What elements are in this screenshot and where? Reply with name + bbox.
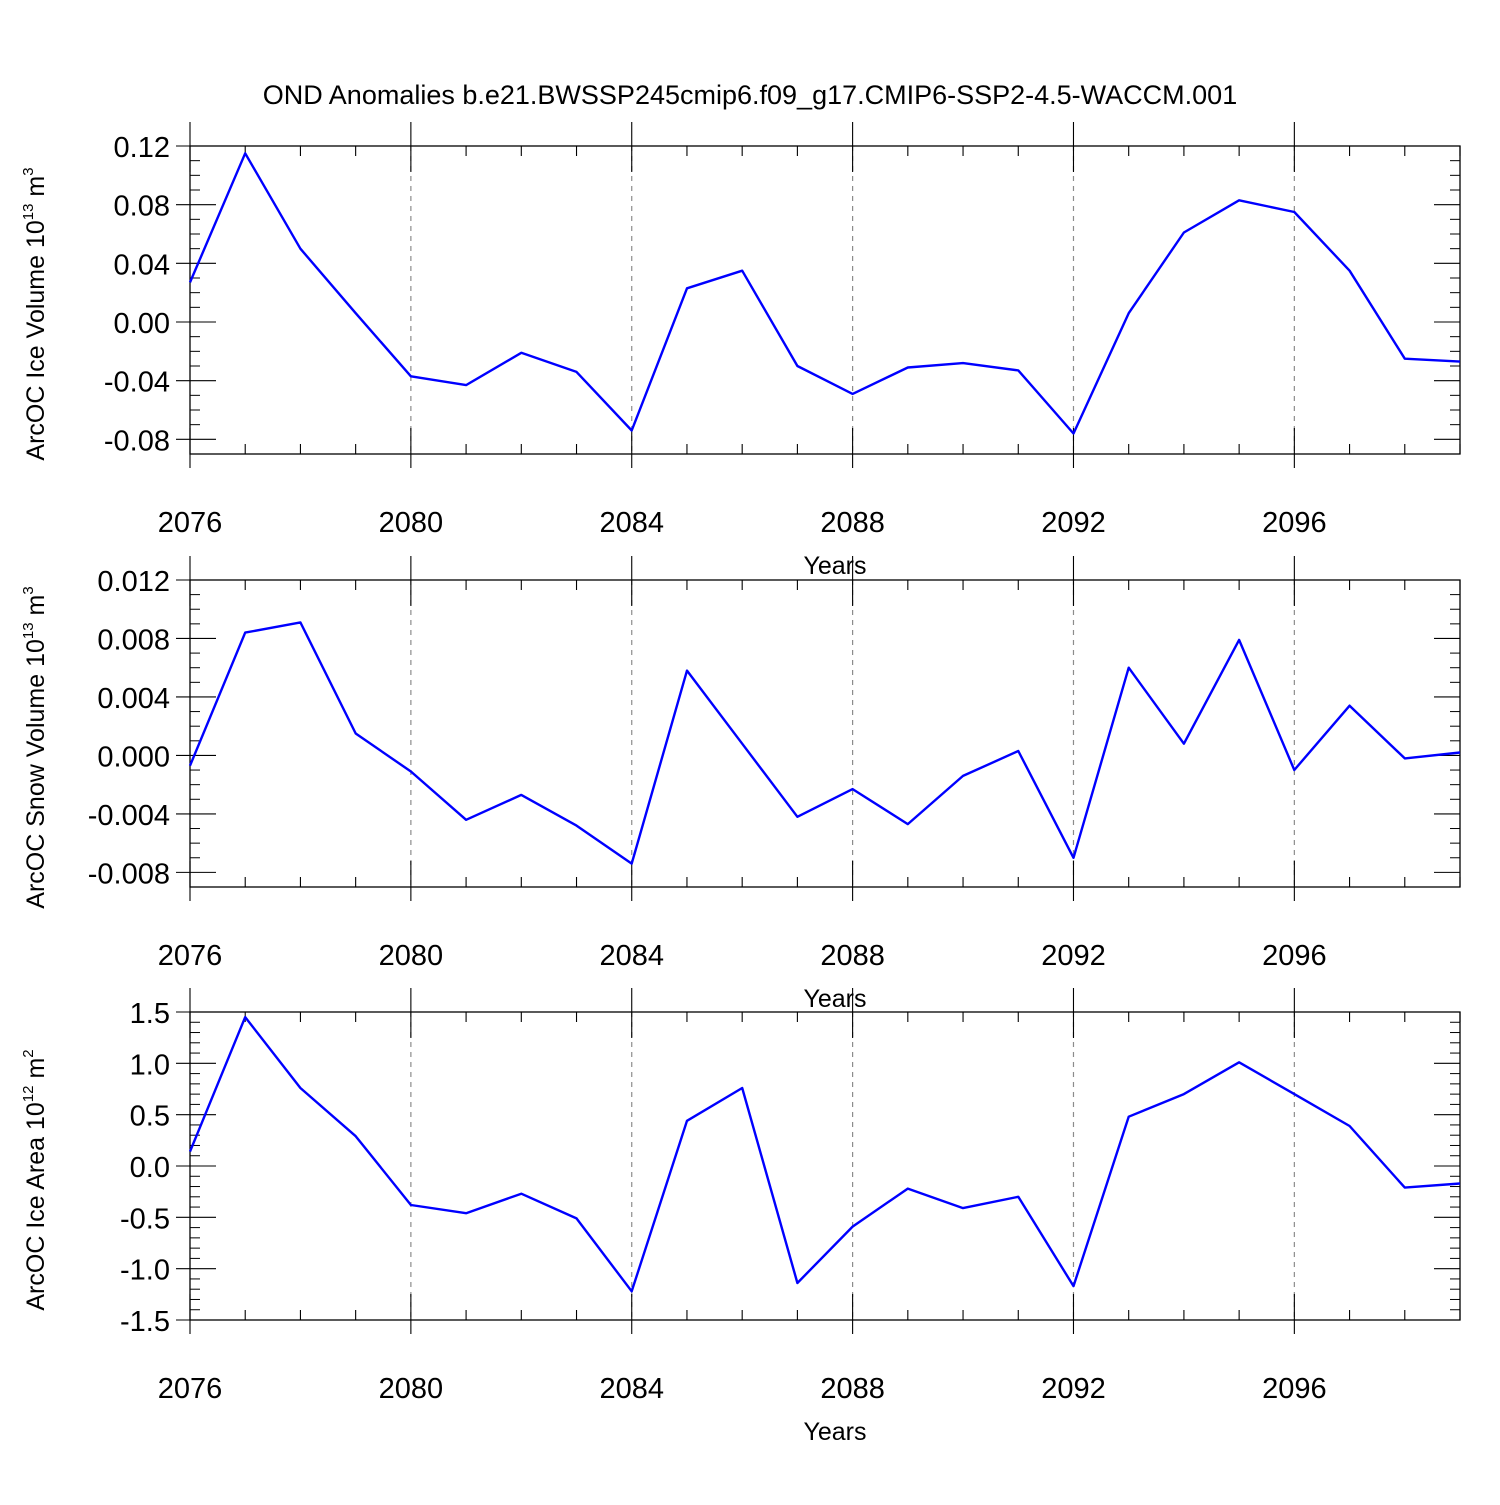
- y-axis-label: ArcOC Ice Area 1012 m2: [20, 1049, 50, 1310]
- chart-panel-2: 0.012 0.008 0.004 0.000 -0.004 -0.008 2076 2080…: [20, 556, 1460, 1013]
- y-tick-label: 1.5: [130, 998, 170, 1030]
- x-tick-label: 2076: [158, 940, 223, 972]
- y-tick-label: -0.008: [88, 858, 170, 890]
- x-tick-label: 2080: [379, 940, 444, 972]
- y-axis-label-part: m: [22, 1058, 50, 1086]
- y-tick-label: 0.012: [97, 566, 170, 598]
- y-axis-label-part: ArcOC Snow Volume 10: [22, 639, 50, 909]
- figure-title: OND Anomalies b.e21.BWSSP245cmip6.f09_g1…: [0, 80, 1500, 111]
- x-tick-label: 2080: [379, 507, 444, 539]
- y-tick-label: 0.004: [97, 683, 170, 715]
- series-line: [190, 153, 1460, 433]
- x-tick-label: 2096: [1262, 507, 1327, 539]
- y-axis-label-superscript: 3: [20, 167, 37, 175]
- y-axis-label-superscript: 3: [20, 586, 37, 594]
- x-tick-label: 2092: [1041, 507, 1106, 539]
- y-tick-label: 0.08: [114, 191, 170, 223]
- y-axis-label-part: ArcOC Ice Area 10: [22, 1102, 50, 1310]
- x-axis-label: Years: [803, 985, 866, 1013]
- y-tick-label: -0.004: [88, 800, 170, 832]
- y-tick-label: 0.5: [130, 1101, 170, 1133]
- y-tick-label: -1.0: [120, 1255, 170, 1287]
- y-tick-label: 1.0: [130, 1049, 170, 1081]
- x-tick-label: 2076: [158, 1373, 223, 1405]
- x-axis-label: Years: [803, 552, 866, 580]
- plot-frame: [190, 580, 1460, 887]
- x-tick-label: 2088: [820, 940, 885, 972]
- y-tick-label: 0.008: [97, 624, 170, 656]
- x-tick-label: 2088: [820, 1373, 885, 1405]
- y-tick-label: -0.04: [104, 367, 170, 399]
- series-line: [190, 622, 1460, 863]
- y-tick-label: -0.08: [104, 425, 170, 457]
- chart-panel-3: 1.5 1.0 0.5 0.0 -0.5 -1.0 -1.5 2076 2080 2084 2088…: [20, 988, 1460, 1446]
- y-tick-label: -0.5: [120, 1203, 170, 1235]
- x-tick-label: 2076: [158, 507, 223, 539]
- series-line: [190, 1017, 1460, 1291]
- y-axis-label-part: ArcOC Ice Volume 10: [22, 220, 50, 460]
- y-tick-label: 0.000: [97, 741, 170, 773]
- x-tick-label: 2088: [820, 507, 885, 539]
- y-axis-label-superscript: 12: [20, 1086, 37, 1103]
- y-tick-label: 0.0: [130, 1152, 170, 1184]
- y-axis-label-superscript: 13: [20, 622, 37, 639]
- y-tick-label: 0.12: [114, 132, 170, 164]
- x-tick-label: 2092: [1041, 940, 1106, 972]
- y-tick-label: -1.5: [120, 1306, 170, 1338]
- x-tick-label: 2096: [1262, 1373, 1327, 1405]
- x-tick-label: 2084: [599, 1373, 664, 1405]
- y-tick-label: 0.04: [114, 249, 170, 281]
- y-axis-label-superscript: 2: [20, 1049, 37, 1057]
- chart-panel-1: 0.12 0.08 0.04 0.00 -0.04 -0.08 2076 2080 2084 20…: [20, 122, 1460, 580]
- y-axis-label-superscript: 13: [20, 204, 37, 221]
- y-axis-label-part: m: [22, 176, 50, 204]
- x-tick-label: 2084: [599, 940, 664, 972]
- x-tick-label: 2096: [1262, 940, 1327, 972]
- y-axis-label-part: m: [22, 595, 50, 623]
- x-tick-label: 2084: [599, 507, 664, 539]
- x-tick-label: 2092: [1041, 1373, 1106, 1405]
- plot-frame: [190, 146, 1460, 454]
- y-axis-label: ArcOC Snow Volume 1013 m3: [20, 586, 50, 908]
- x-axis-label: Years: [803, 1418, 866, 1446]
- y-axis-label: ArcOC Ice Volume 1013 m3: [20, 167, 50, 460]
- x-tick-label: 2080: [379, 1373, 444, 1405]
- y-tick-label: 0.00: [114, 308, 170, 340]
